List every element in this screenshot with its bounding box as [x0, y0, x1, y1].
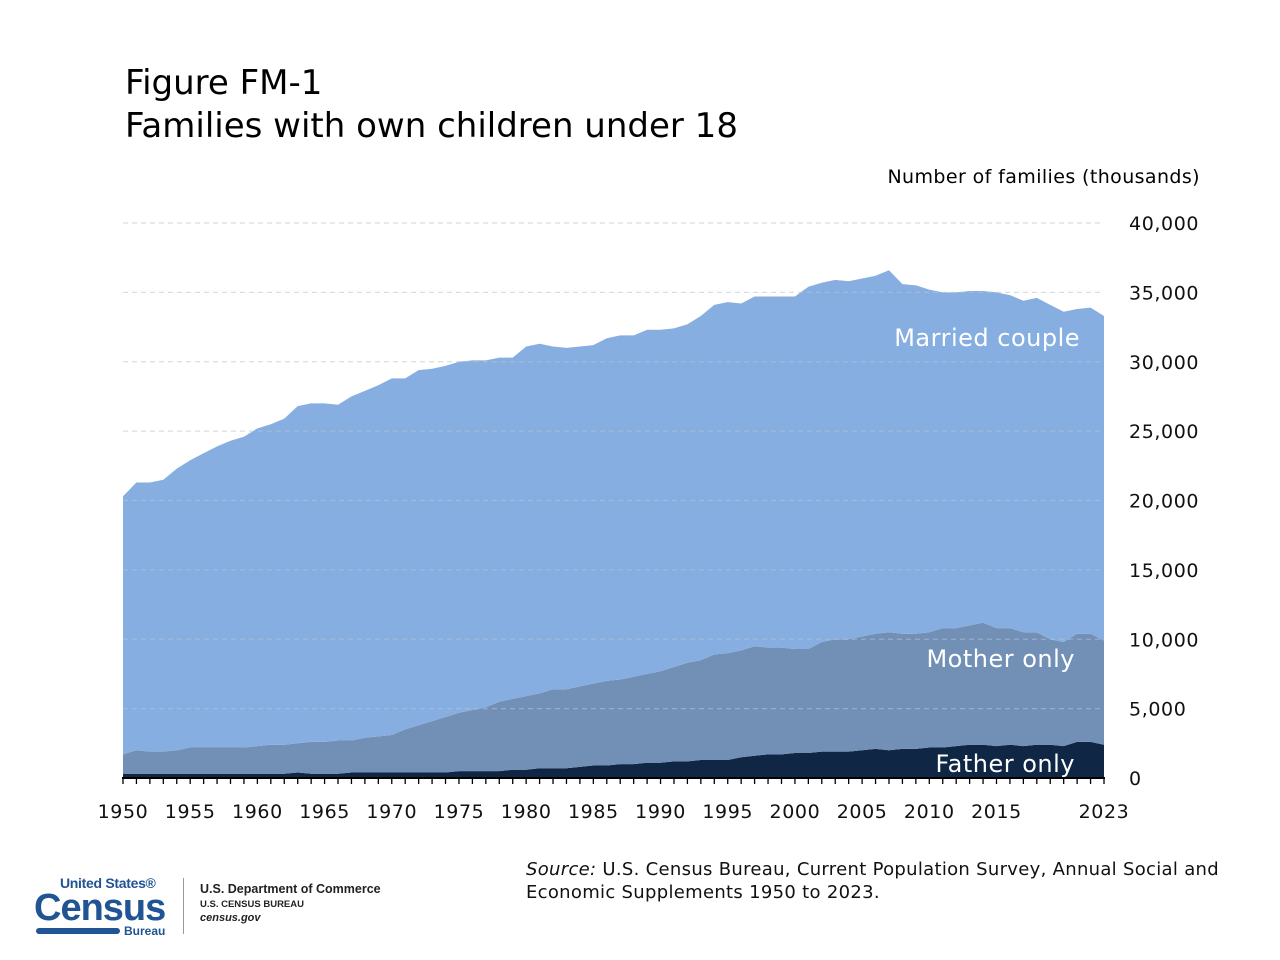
y-axis-label: Number of families (thousands): [887, 166, 1200, 188]
department-block: U.S. Department of Commerce U.S. CENSUS …: [200, 882, 381, 924]
x-tick-label: 2015: [971, 801, 1022, 823]
y-tick-label: 35,000: [1129, 282, 1199, 304]
y-tick-label: 15,000: [1129, 560, 1199, 582]
source-note: Source: U.S. Census Bureau, Current Popu…: [526, 858, 1246, 904]
figure-subtitle: Families with own children under 18: [125, 106, 738, 146]
logo-united-states: United States®: [60, 875, 156, 891]
x-tick-label: 1975: [434, 801, 485, 823]
figure-number: Figure FM-1: [125, 63, 323, 103]
x-tick-label: 2000: [770, 801, 821, 823]
source-label: Source:: [526, 859, 597, 880]
x-tick-label: 1990: [635, 801, 686, 823]
census-logo: United States® Census Bureau: [34, 876, 184, 938]
x-tick-label: 1960: [232, 801, 283, 823]
y-tick-label: 25,000: [1129, 421, 1199, 443]
x-tick-label: 1980: [501, 801, 552, 823]
footer-divider: [183, 878, 184, 934]
logo-census: Census: [34, 887, 166, 929]
x-tick-label: 1955: [165, 801, 216, 823]
logo-bureau: Bureau: [124, 924, 166, 938]
x-tick-label: 2010: [904, 801, 955, 823]
y-tick-label: 0: [1129, 768, 1142, 790]
area-married-couple: [123, 270, 1104, 755]
x-tick-label: 1965: [299, 801, 350, 823]
series-label-married-couple: Married couple: [894, 324, 1080, 352]
x-tick-label: 1970: [366, 801, 417, 823]
area-mother-only: [123, 622, 1104, 774]
x-tick-label: 2023: [1079, 801, 1130, 823]
y-tick-label: 20,000: [1129, 491, 1199, 513]
logo-bar: [36, 928, 120, 934]
x-tick-label: 1985: [568, 801, 619, 823]
y-tick-label: 5,000: [1129, 699, 1186, 721]
y-tick-label: 30,000: [1129, 352, 1199, 374]
source-text: U.S. Census Bureau, Current Population S…: [526, 859, 1219, 903]
y-tick-label: 40,000: [1129, 213, 1199, 235]
website: census.gov: [200, 912, 261, 924]
series-label-father-only: Father only: [936, 750, 1075, 778]
y-tick-label: 10,000: [1129, 629, 1199, 651]
department-name: U.S. Department of Commerce: [200, 882, 381, 896]
x-tick-label: 1995: [702, 801, 753, 823]
bureau-name: U.S. CENSUS BUREAU: [200, 899, 304, 910]
x-tick-label: 2005: [837, 801, 888, 823]
chart-title: Figure FM-1 Families with own children u…: [125, 62, 738, 148]
series-label-mother-only: Mother only: [926, 645, 1075, 673]
x-tick-label: 1950: [98, 801, 149, 823]
area-father-only: [123, 741, 1104, 778]
